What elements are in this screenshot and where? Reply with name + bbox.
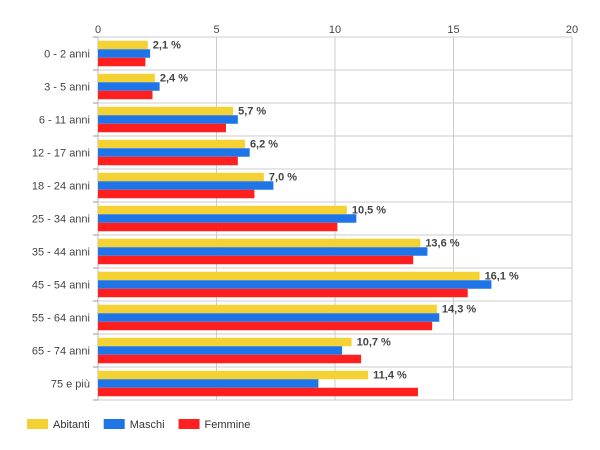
category-label: 3 - 5 anni [44,82,90,94]
bar-femmine-25-34-anni [98,222,338,232]
bar-abitanti-45-54-anni [98,271,480,281]
data-label: 2,4 % [160,72,188,84]
bar-femmine-35-44-anni [98,255,414,265]
data-labels: 2,1 % 2,4 % 5,7 % 6,2 % 7,0 % 10,5 % 13,6 % 16,… [153,39,519,381]
bar-abitanti-55-64-anni [98,304,437,314]
bar-femmine-65-74-anni [98,354,362,364]
bar-maschi-18-24-anni [98,181,274,190]
bar-maschi-0-2-anni [98,49,151,58]
bar-maschi-6-11-anni [98,115,238,124]
bar-maschi-55-64-anni [98,313,440,322]
bar-femmine-3-5-anni [98,90,153,100]
data-label: 11,4 % [373,369,407,381]
bar-maschi-65-74-anni [98,346,343,355]
x-tick-label: 0 [95,24,101,36]
x-axis-ticks: 0 5 10 15 20 [95,24,578,36]
bar-femmine-75-e-pi [98,387,418,397]
bar-abitanti-75-e-pi [98,370,369,380]
bar-femmine-55-64-anni [98,321,433,331]
category-label: 12 - 17 anni [32,148,90,160]
bar-abitanti-6-11-anni [98,106,234,116]
legend-label-abitanti: Abitanti [53,419,90,431]
gridlines [93,36,573,401]
category-label: 75 e più [51,379,90,391]
bar-abitanti-65-74-anni [98,337,352,347]
data-label: 13,6 % [425,237,459,249]
legend-swatch-abitanti [27,419,48,429]
category-label: 18 - 24 anni [32,181,90,193]
bar-abitanti-18-24-anni [98,172,264,182]
data-label: 10,7 % [357,336,391,348]
data-label: 16,1 % [485,270,519,282]
legend-swatch-femmine [178,419,200,429]
bar-femmine-45-54-anni [98,288,468,298]
bar-maschi-25-34-anni [98,214,357,223]
bar-abitanti-12-17-anni [98,139,245,149]
category-label: 6 - 11 anni [39,115,90,127]
bar-femmine-0-2-anni [98,57,146,67]
category-label: 0 - 2 anni [44,49,90,61]
bar-abitanti-0-2-anni [98,40,148,50]
bar-abitanti-3-5-anni [98,73,155,83]
legend-swatch-maschi [103,419,125,429]
x-tick-label: 15 [447,24,459,36]
data-label: 10,5 % [352,204,386,216]
bar-abitanti-35-44-anni [98,238,421,248]
x-tick-label: 20 [566,24,578,36]
category-label: 55 - 64 anni [32,313,90,325]
data-label: 6,2 % [250,138,278,150]
bar-maschi-35-44-anni [98,247,428,256]
data-label: 7,0 % [269,171,297,183]
x-tick-label: 10 [329,24,341,36]
category-label: 45 - 54 anni [32,280,90,292]
category-label: 65 - 74 anni [32,346,90,358]
bar-femmine-12-17-anni [98,156,238,166]
bars [98,40,492,397]
bar-maschi-45-54-anni [98,280,492,289]
bar-femmine-18-24-anni [98,189,255,199]
legend-label-maschi: Maschi [130,419,165,431]
bar-maschi-75-e-pi [98,379,319,388]
data-label: 14,3 % [442,303,476,315]
bar-maschi-3-5-anni [98,82,160,91]
bar-femmine-6-11-anni [98,123,226,133]
x-tick-label: 5 [213,24,219,36]
bar-abitanti-25-34-anni [98,205,347,215]
category-label: 25 - 34 anni [32,214,90,226]
category-labels: 0 - 2 anni 3 - 5 anni 6 - 11 anni 12 - 17 a… [32,49,90,391]
data-label: 2,1 % [153,39,181,51]
data-label: 5,7 % [238,105,266,117]
legend-label-femmine: Femmine [205,419,251,431]
category-label: 35 - 44 anni [32,247,90,259]
bar-maschi-12-17-anni [98,148,250,157]
legend: Abitanti Maschi Femmine [27,419,250,431]
